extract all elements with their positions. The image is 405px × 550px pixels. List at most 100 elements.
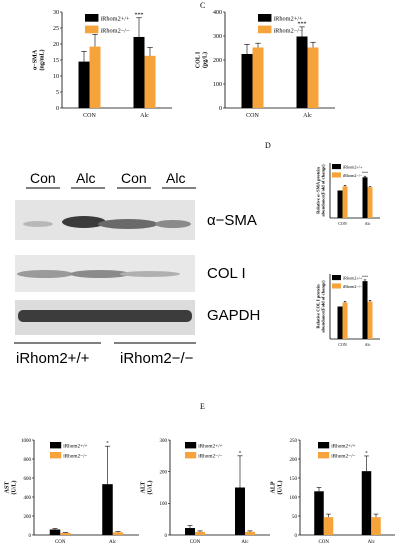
lane-label-con-2: Con	[121, 170, 147, 186]
lane-label-alc-2: Alc	[166, 170, 186, 186]
y-axis-label-line: (pg/L)	[201, 52, 208, 68]
bar	[367, 187, 373, 218]
x-tick-label: CON	[55, 540, 66, 545]
western-blot: Con Alc Con Alc α−SMA COL I GAPDH iRhom2…	[0, 160, 270, 385]
bar	[314, 491, 324, 535]
protein-label-gapdh: GAPDH	[207, 307, 261, 324]
y-tick-label: 50	[292, 515, 298, 520]
legend-swatch	[85, 25, 99, 34]
y-axis-label-line: abundance(Fold of change)	[320, 164, 325, 217]
y-tick-label: 0	[56, 106, 59, 112]
y-tick-label: 100	[160, 502, 168, 507]
legend-swatch	[318, 452, 330, 459]
significance-label: ***	[362, 274, 368, 279]
lane-label-con-1: Con	[30, 170, 56, 186]
legend-swatch	[185, 442, 197, 449]
bar	[362, 177, 368, 218]
chart-c2: 0 100 200 300 400 COL I(pg/L) CON *** Alc iRhom2+…	[196, 10, 335, 119]
bar	[361, 471, 372, 535]
bar	[60, 532, 71, 535]
y-tick-label: 30	[53, 10, 59, 16]
y-axis-label-line: ALT	[141, 482, 147, 494]
bar	[102, 484, 113, 535]
y-tick-label: 200	[24, 515, 32, 520]
x-tick-label: Alc	[140, 113, 149, 119]
y-tick-label: 100	[290, 496, 298, 501]
significance-label: *	[239, 451, 242, 456]
significance-label: *	[106, 442, 109, 447]
bar	[362, 281, 368, 339]
legend-label: iRhom2+/+	[63, 444, 87, 450]
blot-image	[14, 187, 196, 344]
x-tick-label: Alc	[368, 540, 376, 545]
y-tick-label: 200	[213, 58, 222, 64]
bar	[245, 531, 255, 535]
y-axis-label-line: (ng/mL)	[38, 49, 45, 70]
bar	[337, 306, 343, 339]
legend-label: iRhom2+/+	[198, 444, 222, 450]
legend-label: iRhom2−/−	[63, 454, 87, 460]
y-tick-label: 600	[24, 477, 32, 482]
x-tick-label: CON	[83, 113, 96, 119]
y-tick-label: 100	[213, 82, 222, 88]
y-tick-label: 0	[165, 534, 168, 539]
legend-swatch	[332, 275, 341, 281]
legend-label: iRhom2−/−	[343, 284, 363, 289]
y-tick-label: 400	[24, 496, 32, 501]
bar	[296, 36, 308, 109]
chart-d1: Relative α−SMA proteinabundance(Fold of …	[316, 163, 380, 226]
bar	[371, 517, 381, 535]
y-tick-label: 200	[290, 458, 298, 463]
x-tick-label: CON	[190, 540, 201, 545]
legend-label: iRhom2−/−	[273, 27, 303, 34]
x-tick-label: Alc	[365, 342, 371, 347]
chart-e2: 0 100 200 300 ALT(U/L) CON * Alc iRhom2+/+ iRhom2…	[141, 439, 270, 545]
legend-swatch	[50, 442, 62, 449]
x-tick-label: Alc	[365, 221, 371, 226]
bar	[133, 36, 145, 108]
legend-swatch	[332, 283, 341, 289]
y-tick-label: 10	[53, 74, 59, 80]
y-axis-label: COL I(pg/L)	[196, 51, 209, 68]
bar	[342, 186, 348, 218]
panel-letter-e: E	[200, 402, 205, 411]
legend-label: iRhom2+/+	[343, 275, 363, 280]
bar	[144, 55, 156, 108]
chart-d2: Relative COL I proteinabundance(Fold of …	[316, 274, 380, 347]
bar	[235, 487, 245, 535]
y-axis-label-line: abundance(Fold of change)	[320, 280, 325, 333]
y-tick-label: 0	[295, 534, 298, 539]
y-axis-label-line: ALP	[271, 481, 277, 493]
panel-letter-d: D	[265, 141, 271, 150]
y-tick-label: 0	[29, 534, 32, 539]
y-axis-label: Relative COL I proteinabundance(Fold of …	[316, 280, 326, 333]
bar	[49, 529, 61, 535]
y-tick-label: 15	[53, 58, 59, 64]
legend-swatch	[185, 452, 197, 459]
y-axis-label: Relative α−SMA proteinabundance(Fold of …	[316, 164, 326, 217]
legend-swatch	[318, 442, 330, 449]
x-tick-label: CON	[338, 221, 347, 226]
y-axis-label: AST(U/L)	[5, 481, 18, 495]
y-axis-label-line: (U/L)	[146, 481, 153, 495]
legend-label: iRhom2−/−	[100, 27, 130, 34]
protein-label-col1: COL I	[207, 265, 246, 282]
y-axis-label-line: (U/L)	[276, 481, 283, 495]
y-tick-label: 250	[290, 439, 298, 444]
panel-letter-c: C	[200, 1, 206, 10]
bar	[337, 190, 343, 218]
bar	[307, 47, 319, 108]
x-tick-label: Alc	[241, 540, 249, 545]
y-tick-label: 5	[56, 90, 59, 96]
y-axis-label-line: COL I	[196, 51, 202, 68]
y-axis-label-line: Relative α−SMA protein	[316, 167, 321, 214]
y-axis-label-line: (U/L)	[10, 481, 17, 495]
legend-label: iRhom2+/+	[343, 164, 363, 169]
y-tick-label: 0	[219, 106, 222, 112]
genotype-label-wt: iRhom2+/+	[16, 350, 90, 367]
legend-swatch	[258, 14, 272, 22]
bar	[112, 532, 124, 535]
y-tick-label: 800	[24, 458, 32, 463]
bar	[323, 517, 334, 535]
x-tick-label: Alc	[109, 540, 117, 545]
